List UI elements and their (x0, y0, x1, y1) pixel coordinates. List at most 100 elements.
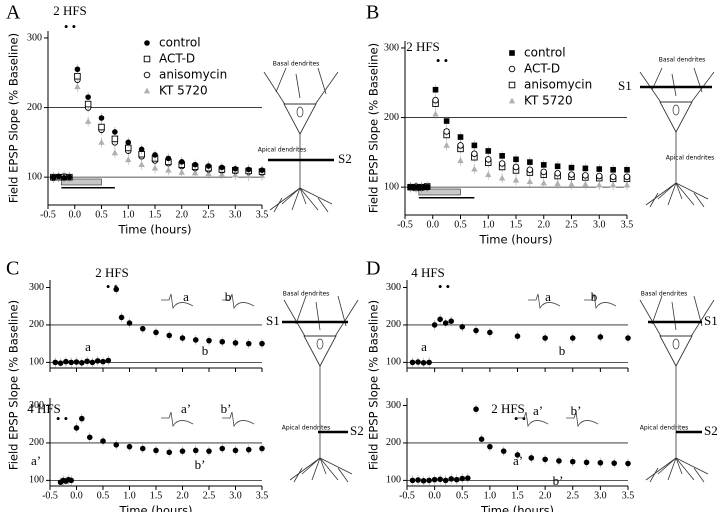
nucleus (672, 338, 680, 350)
x-tick-label: 2.5 (565, 219, 578, 230)
y-tick-label: 200 (29, 319, 44, 330)
x-tick-label: 1.0 (123, 490, 136, 501)
data-point (79, 359, 85, 366)
y-tick-label: 300 (29, 400, 44, 411)
nucleus (672, 104, 680, 116)
stimulus-dots: • • (436, 53, 448, 68)
x-axis-title: Time (hours) (117, 223, 191, 237)
data-point (426, 477, 432, 484)
data-point (259, 445, 265, 452)
data-point (596, 181, 603, 188)
data-point (98, 115, 105, 121)
data-point (527, 159, 533, 165)
data-point (442, 320, 449, 326)
x-tick-label: 3.5 (621, 219, 634, 230)
data-point (457, 134, 464, 140)
data-point (73, 359, 80, 365)
data-point (151, 164, 159, 171)
trace (516, 411, 549, 428)
y-tick-label: 100 (29, 475, 44, 486)
data-point (426, 359, 432, 366)
data-point (126, 320, 133, 326)
dendrite (649, 192, 659, 208)
data-point (471, 142, 478, 149)
dendrite (317, 197, 329, 213)
trace (566, 411, 599, 428)
data-point (448, 476, 455, 482)
data-point (471, 165, 478, 172)
data-point (611, 460, 617, 466)
data-point (57, 360, 64, 366)
data-point (609, 181, 617, 188)
trace (161, 293, 194, 310)
x-tick-label: 2.5 (202, 209, 215, 220)
data-point (206, 448, 212, 454)
data-point (568, 180, 575, 187)
dendrite (313, 71, 339, 107)
data-point (554, 180, 561, 187)
x-tick-label: 0.0 (70, 490, 83, 501)
x-tick-label: 1.0 (484, 490, 497, 501)
data-point (542, 456, 548, 463)
panel-letter: C (6, 258, 19, 280)
dendrite (671, 301, 677, 331)
dendrite (263, 71, 287, 107)
electrode-label: S1 (618, 78, 632, 93)
annotation: a (545, 289, 551, 304)
data-point (232, 340, 239, 346)
data-point (138, 146, 145, 153)
dendrite (281, 187, 301, 205)
data-point (113, 442, 120, 448)
data-point (526, 166, 534, 174)
dendrite (689, 299, 715, 339)
legend-marker (508, 65, 516, 73)
data-point (52, 359, 59, 366)
dendrite (675, 457, 695, 481)
soma (659, 101, 693, 133)
data-point (443, 118, 450, 124)
dendrite (275, 67, 287, 93)
data-point (596, 166, 603, 172)
trace (528, 293, 561, 310)
dendrite-label: Basal dendrites (273, 61, 320, 68)
panel-letter: D (366, 258, 380, 280)
data-point (437, 316, 443, 323)
x-tick-label: 2.0 (539, 490, 552, 501)
dendrite (299, 187, 319, 211)
data-point (232, 447, 239, 454)
x-tick-label: -0.5 (399, 490, 415, 501)
annotation: a (183, 289, 189, 304)
data-point (259, 167, 265, 173)
legend-label: ACT-D (159, 52, 195, 66)
dendrite (675, 457, 683, 475)
legend-marker (143, 55, 151, 63)
data-point (79, 415, 85, 422)
annotation: b (202, 343, 209, 358)
x-tick-label: 0.0 (69, 209, 82, 220)
x-axis-title: Time (hours) (118, 504, 192, 512)
x-tick-label: 0.5 (97, 490, 110, 501)
data-point (232, 166, 239, 172)
dendrite (269, 187, 301, 211)
dendrite (301, 457, 321, 475)
y-tick-label: 200 (29, 437, 44, 448)
annotation: 2 HFS (95, 265, 129, 280)
neuron (639, 295, 715, 483)
data-point (113, 286, 120, 293)
electrode-label: S2 (338, 151, 352, 166)
data-point (528, 455, 535, 461)
data-point (432, 86, 439, 93)
data-point (86, 434, 93, 441)
drug-period (418, 188, 461, 196)
data-point (514, 452, 521, 458)
data-point (432, 96, 439, 104)
annotation: b’ (195, 457, 206, 472)
y-axis-title: Field EPSP Slope (% Baseline) (367, 43, 381, 213)
x-tick-label: 0.0 (427, 219, 440, 230)
drug-period (418, 197, 475, 199)
data-point (499, 153, 505, 159)
y-tick-label: 200 (386, 437, 401, 448)
data-point (448, 318, 455, 324)
dendrite (649, 467, 659, 483)
